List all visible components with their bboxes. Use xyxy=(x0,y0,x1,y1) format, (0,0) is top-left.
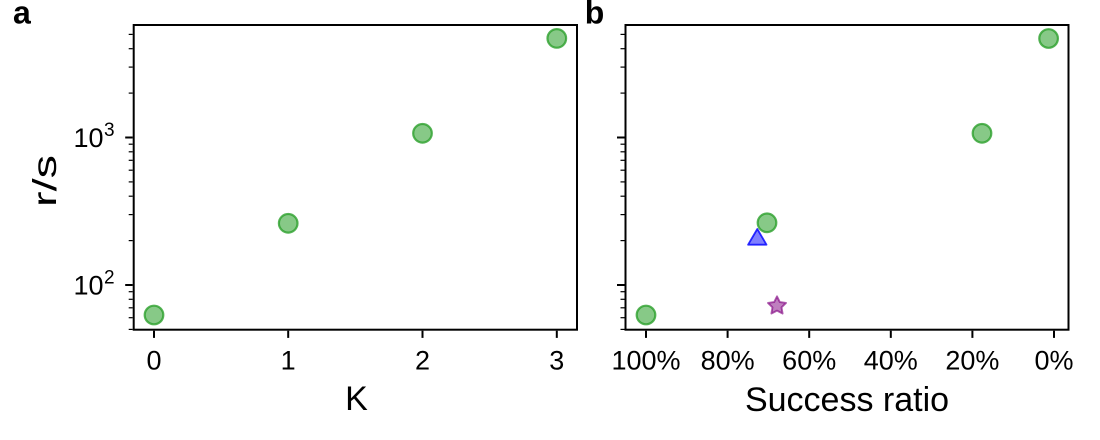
svg-text:2: 2 xyxy=(104,267,115,288)
svg-text:a: a xyxy=(13,0,31,31)
svg-text:20%: 20% xyxy=(945,346,999,376)
svg-text:60%: 60% xyxy=(782,346,836,376)
svg-text:Success ratio: Success ratio xyxy=(745,381,949,419)
svg-text:10: 10 xyxy=(73,123,103,153)
svg-text:40%: 40% xyxy=(864,346,918,376)
svg-text:100%: 100% xyxy=(611,346,680,376)
svg-text:b: b xyxy=(585,0,605,30)
svg-text:0: 0 xyxy=(146,346,161,376)
svg-text:K: K xyxy=(345,380,368,418)
svg-text:3: 3 xyxy=(549,346,564,376)
svg-text:r/s: r/s xyxy=(26,155,64,207)
svg-text:3: 3 xyxy=(104,120,115,141)
svg-text:2: 2 xyxy=(415,346,430,376)
svg-text:10: 10 xyxy=(73,271,103,301)
svg-text:0%: 0% xyxy=(1034,346,1073,376)
svg-text:80%: 80% xyxy=(701,346,755,376)
svg-text:1: 1 xyxy=(281,346,296,376)
